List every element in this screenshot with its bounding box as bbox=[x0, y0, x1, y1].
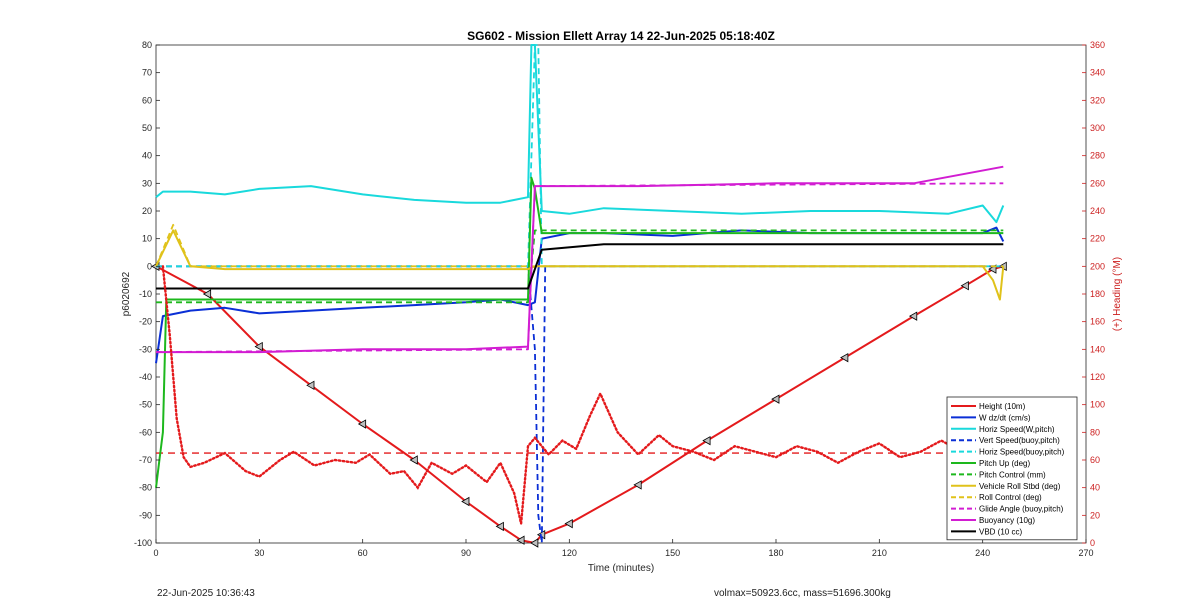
y-tick-label: 10 bbox=[142, 234, 152, 244]
y-right-tick-label: 120 bbox=[1090, 372, 1105, 382]
height-marker bbox=[409, 455, 418, 465]
height-marker bbox=[564, 518, 573, 529]
x-tick-label: 150 bbox=[665, 548, 680, 558]
legend-box bbox=[946, 396, 1078, 541]
legend-label: Pitch Control (mm) bbox=[979, 470, 1046, 479]
y-tick-label: 50 bbox=[142, 123, 152, 133]
series-line-pitch-control-mm bbox=[156, 229, 1004, 304]
legend-label: Horiz Speed(buoy,pitch) bbox=[979, 448, 1065, 457]
height-marker bbox=[516, 535, 525, 545]
x-tick-label: 0 bbox=[153, 548, 158, 558]
y-tick-label: -100 bbox=[134, 538, 152, 548]
y-tick-label: 60 bbox=[142, 95, 152, 105]
height-marker bbox=[202, 289, 212, 299]
x-tick-label: 240 bbox=[975, 548, 990, 558]
y-tick-label: -20 bbox=[139, 317, 152, 327]
legend-label: Roll Control (deg) bbox=[979, 493, 1042, 502]
series-line-vbd-10-cc bbox=[156, 243, 1004, 290]
y-right-tick-label: 300 bbox=[1090, 123, 1105, 133]
y-tick-label: 80 bbox=[142, 40, 152, 50]
series-line-roll-control-deg bbox=[155, 223, 1004, 268]
y-tick-label: -30 bbox=[139, 344, 152, 354]
legend-label: Glide Angle (buoy,pitch) bbox=[979, 505, 1064, 514]
y-tick-label: 20 bbox=[142, 206, 152, 216]
y-right-tick-label: 60 bbox=[1090, 455, 1100, 465]
y-tick-label: 30 bbox=[142, 178, 152, 188]
y-tick-label: -70 bbox=[139, 455, 152, 465]
x-tick-label: 270 bbox=[1078, 548, 1093, 558]
y-right-tick-label: 40 bbox=[1090, 483, 1100, 493]
chart-title: SG602 - Mission Ellett Array 14 22-Jun-2… bbox=[467, 29, 775, 43]
legend-label: Buoyancy (10g) bbox=[979, 516, 1035, 525]
legend-label: W dz/dt (cm/s) bbox=[979, 413, 1031, 422]
height-marker bbox=[530, 538, 539, 548]
y-right-tick-label: 340 bbox=[1090, 68, 1105, 78]
y-axis-label: p6020692 bbox=[121, 271, 132, 316]
height-marker bbox=[702, 435, 711, 446]
y-right-tick-label: 240 bbox=[1090, 206, 1105, 216]
series-line-vert-speed-buoy-pitch bbox=[156, 265, 1004, 544]
legend: Height (10m) W dz/dt (cm/s) Horiz Speed(W,… bbox=[946, 396, 1078, 541]
y-right-tick-label: 280 bbox=[1090, 151, 1105, 161]
height-marker bbox=[960, 281, 969, 291]
legend-label: Height (10m) bbox=[979, 402, 1026, 411]
y-tick-label: -90 bbox=[139, 510, 152, 520]
legend-label: Horiz Speed(W,pitch) bbox=[979, 425, 1055, 434]
series-heading bbox=[161, 265, 1002, 524]
series-line-buoyancy-10g bbox=[156, 165, 1004, 354]
height-marker bbox=[633, 480, 642, 490]
y-axis-label-right: (+) Heading (°M) bbox=[1112, 257, 1123, 331]
y-right-tick-label: 20 bbox=[1090, 510, 1100, 520]
series-line-height-10m bbox=[155, 265, 1004, 544]
y-right-tick-label: 140 bbox=[1090, 344, 1105, 354]
y-tick-label: 0 bbox=[147, 261, 152, 271]
y-tick-label: -60 bbox=[139, 427, 152, 437]
height-marker bbox=[461, 496, 470, 507]
footer-date: 22-Jun-2025 10:36:43 bbox=[157, 588, 255, 599]
x-axis-label: Time (minutes) bbox=[588, 563, 654, 574]
y-right-tick-label: 100 bbox=[1090, 400, 1105, 410]
height-marker bbox=[306, 380, 315, 390]
footer-info: volmax=50923.6cc, mass=51696.300kg bbox=[714, 588, 891, 599]
y-right-tick-label: 180 bbox=[1090, 289, 1105, 299]
height-marker bbox=[771, 394, 780, 404]
x-tick-label: 60 bbox=[358, 548, 368, 558]
y-right-tick-label: 0 bbox=[1090, 538, 1095, 548]
x-tick-label: 180 bbox=[768, 548, 783, 558]
y-tick-label: 70 bbox=[142, 68, 152, 78]
y-tick-label: -40 bbox=[139, 372, 152, 382]
y-right-tick-label: 360 bbox=[1090, 40, 1105, 50]
legend-label: Vehicle Roll Stbd (deg) bbox=[979, 482, 1061, 491]
y-tick-label: -80 bbox=[139, 483, 152, 493]
y-right-tick-label: 220 bbox=[1090, 234, 1105, 244]
y-right-tick-label: 320 bbox=[1090, 95, 1105, 105]
y-right-tick-label: 80 bbox=[1090, 427, 1100, 437]
legend-label: Vert Speed(buoy,pitch) bbox=[979, 436, 1060, 445]
legend-label: VBD (10 cc) bbox=[979, 527, 1022, 536]
height-marker bbox=[908, 311, 918, 321]
y-tick-label: -10 bbox=[139, 289, 152, 299]
x-tick-label: 120 bbox=[562, 548, 577, 558]
series-group bbox=[151, 44, 1007, 548]
y-tick-label: -50 bbox=[139, 400, 152, 410]
y-tick-label: 40 bbox=[142, 151, 152, 161]
height-marker bbox=[254, 341, 263, 352]
axes-group: -100-90-80-70-60-50-40-30-20-10010203040… bbox=[134, 40, 1105, 558]
y-right-tick-label: 200 bbox=[1090, 261, 1105, 271]
series-line-horiz-speed-w-pitch bbox=[155, 44, 1005, 224]
y-right-tick-label: 260 bbox=[1090, 178, 1105, 188]
dive-chart: -100-90-80-70-60-50-40-30-20-10010203040… bbox=[121, 29, 1123, 574]
height-marker bbox=[495, 521, 504, 532]
x-tick-label: 90 bbox=[461, 548, 471, 558]
x-tick-label: 30 bbox=[254, 548, 264, 558]
height-marker bbox=[357, 419, 367, 429]
plot-area bbox=[155, 44, 1087, 544]
y-right-tick-label: 160 bbox=[1090, 317, 1105, 327]
x-tick-label: 210 bbox=[872, 548, 887, 558]
legend-label: Pitch Up (deg) bbox=[979, 459, 1030, 468]
height-marker bbox=[840, 352, 849, 363]
